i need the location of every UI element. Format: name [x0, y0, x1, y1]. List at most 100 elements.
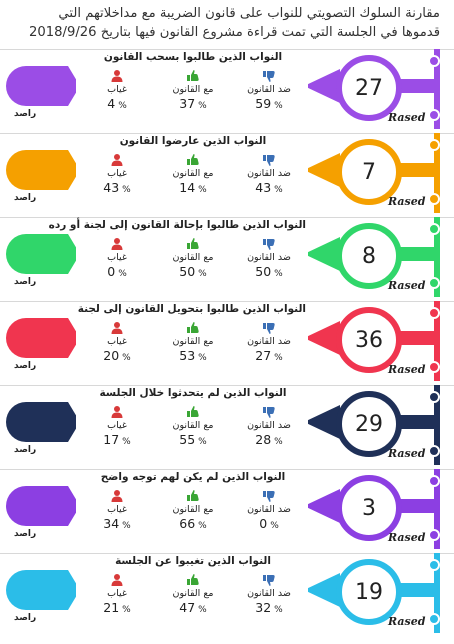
absent-label: غياب [107, 252, 127, 263]
section-divider [0, 301, 454, 302]
for-value: 14 [179, 180, 196, 195]
percent-sign: % [122, 185, 131, 195]
timeline-dot-bottom [428, 613, 440, 625]
for-label: مع القانون [172, 336, 214, 347]
left-color-tab [6, 318, 80, 358]
section-title: النواب الذين لم يتحدثوا خلال الجلسة [99, 387, 287, 399]
against-value: 28 [255, 432, 272, 447]
thumbs-up-icon [187, 70, 199, 81]
against-stat: ضد القانون 32% [234, 573, 304, 615]
percent-sign: % [274, 269, 283, 279]
absent-value-row: 43% [82, 180, 152, 195]
for-value: 66 [179, 516, 196, 531]
timeline-dot-top [428, 475, 440, 487]
thumbs-up-icon [187, 574, 199, 585]
timeline-dot-top [428, 307, 440, 319]
brand-arabic: راصد [14, 613, 37, 623]
for-label: مع القانون [172, 420, 214, 431]
absent-stat: غياب 21% [82, 573, 152, 615]
against-value-row: 59% [234, 96, 304, 111]
brand-latin: Rased [388, 531, 426, 544]
thumbs-down-icon [263, 71, 275, 82]
absent-label: غياب [107, 168, 127, 179]
section-divider [0, 133, 454, 134]
timeline-dot-bottom [428, 277, 440, 289]
person-icon [111, 154, 123, 166]
infographic-header: مقارنة السلوك التصويتي للنواب على قانون … [8, 4, 440, 42]
stats-card [76, 53, 308, 125]
percent-sign: % [198, 269, 207, 279]
stats-card [76, 473, 308, 545]
percent-sign: % [274, 101, 283, 111]
section-title: النواب الذين طالبوا بسحب القانون [103, 51, 283, 63]
thumbs-down-icon [263, 575, 275, 586]
against-value-row: 43% [234, 180, 304, 195]
percent-sign: % [198, 437, 207, 447]
section-title: النواب الذين عارضوا القانون [119, 135, 267, 147]
vote-section: النواب الذين طالبوا بتحويل القانون إلى ل… [0, 301, 454, 381]
thumbs-up-icon [187, 238, 199, 249]
percent-sign: % [118, 269, 127, 279]
against-stat: ضد القانون 27% [234, 321, 304, 363]
against-label: ضد القانون [247, 420, 291, 431]
absent-label: غياب [107, 336, 127, 347]
section-divider [0, 385, 454, 386]
brand-arabic: راصد [14, 109, 37, 119]
percent-sign: % [274, 185, 283, 195]
thumbs-up-icon [187, 322, 199, 333]
stats-card [76, 221, 308, 293]
against-value-row: 28% [234, 432, 304, 447]
for-stat: مع القانون 66% [158, 489, 228, 531]
absent-value: 0 [107, 264, 116, 279]
for-label: مع القانون [172, 168, 214, 179]
for-value-row: 47% [158, 600, 228, 615]
absent-value: 34 [103, 516, 120, 531]
for-label: مع القانون [172, 588, 214, 599]
vote-section: النواب الذين عارضوا القانون ضد القانون 4… [0, 133, 454, 213]
percent-sign: % [198, 353, 207, 363]
percent-sign: % [122, 437, 131, 447]
for-label: مع القانون [172, 504, 214, 515]
section-divider [0, 49, 454, 50]
thumbs-up-icon [187, 406, 199, 417]
count-circle: 3 [336, 475, 402, 541]
absent-stat: غياب 4% [82, 69, 152, 111]
brand-latin: Rased [388, 111, 426, 124]
section-divider [0, 469, 454, 470]
timeline-dot-bottom [428, 529, 440, 541]
absent-label: غياب [107, 420, 127, 431]
section-divider [0, 217, 454, 218]
stats-card [76, 557, 308, 629]
against-stat: ضد القانون 43% [234, 153, 304, 195]
against-label: ضد القانون [247, 336, 291, 347]
stats-card [76, 389, 308, 461]
percent-sign: % [274, 605, 283, 615]
absent-stat: غياب 0% [82, 237, 152, 279]
for-stat: مع القانون 50% [158, 237, 228, 279]
percent-sign: % [122, 605, 131, 615]
thumbs-down-icon [263, 407, 275, 418]
for-value-row: 14% [158, 180, 228, 195]
against-label: ضد القانون [247, 84, 291, 95]
for-value-row: 37% [158, 96, 228, 111]
left-color-tab [6, 234, 80, 274]
person-icon [111, 490, 123, 502]
left-color-tab [6, 150, 80, 190]
for-stat: مع القانون 47% [158, 573, 228, 615]
left-color-tab [6, 66, 80, 106]
timeline-dot-bottom [428, 193, 440, 205]
timeline-dot-bottom [428, 445, 440, 457]
absent-value-row: 17% [82, 432, 152, 447]
against-value: 0 [259, 516, 268, 531]
percent-sign: % [198, 101, 207, 111]
count-circle: 19 [336, 559, 402, 625]
right-arrow-shape [304, 69, 340, 103]
against-stat: ضد القانون 59% [234, 69, 304, 111]
section-title: النواب الذين تغيبوا عن الجلسة [115, 555, 271, 567]
timeline-dot-top [428, 559, 440, 571]
vote-section: النواب الذين لم يتحدثوا خلال الجلسة ضد ا… [0, 385, 454, 465]
timeline-dot-top [428, 391, 440, 403]
brand-latin: Rased [388, 363, 426, 376]
vote-section: النواب الذين لم يكن لهم توجه واضح ضد الق… [0, 469, 454, 549]
thumbs-up-icon [187, 154, 199, 165]
